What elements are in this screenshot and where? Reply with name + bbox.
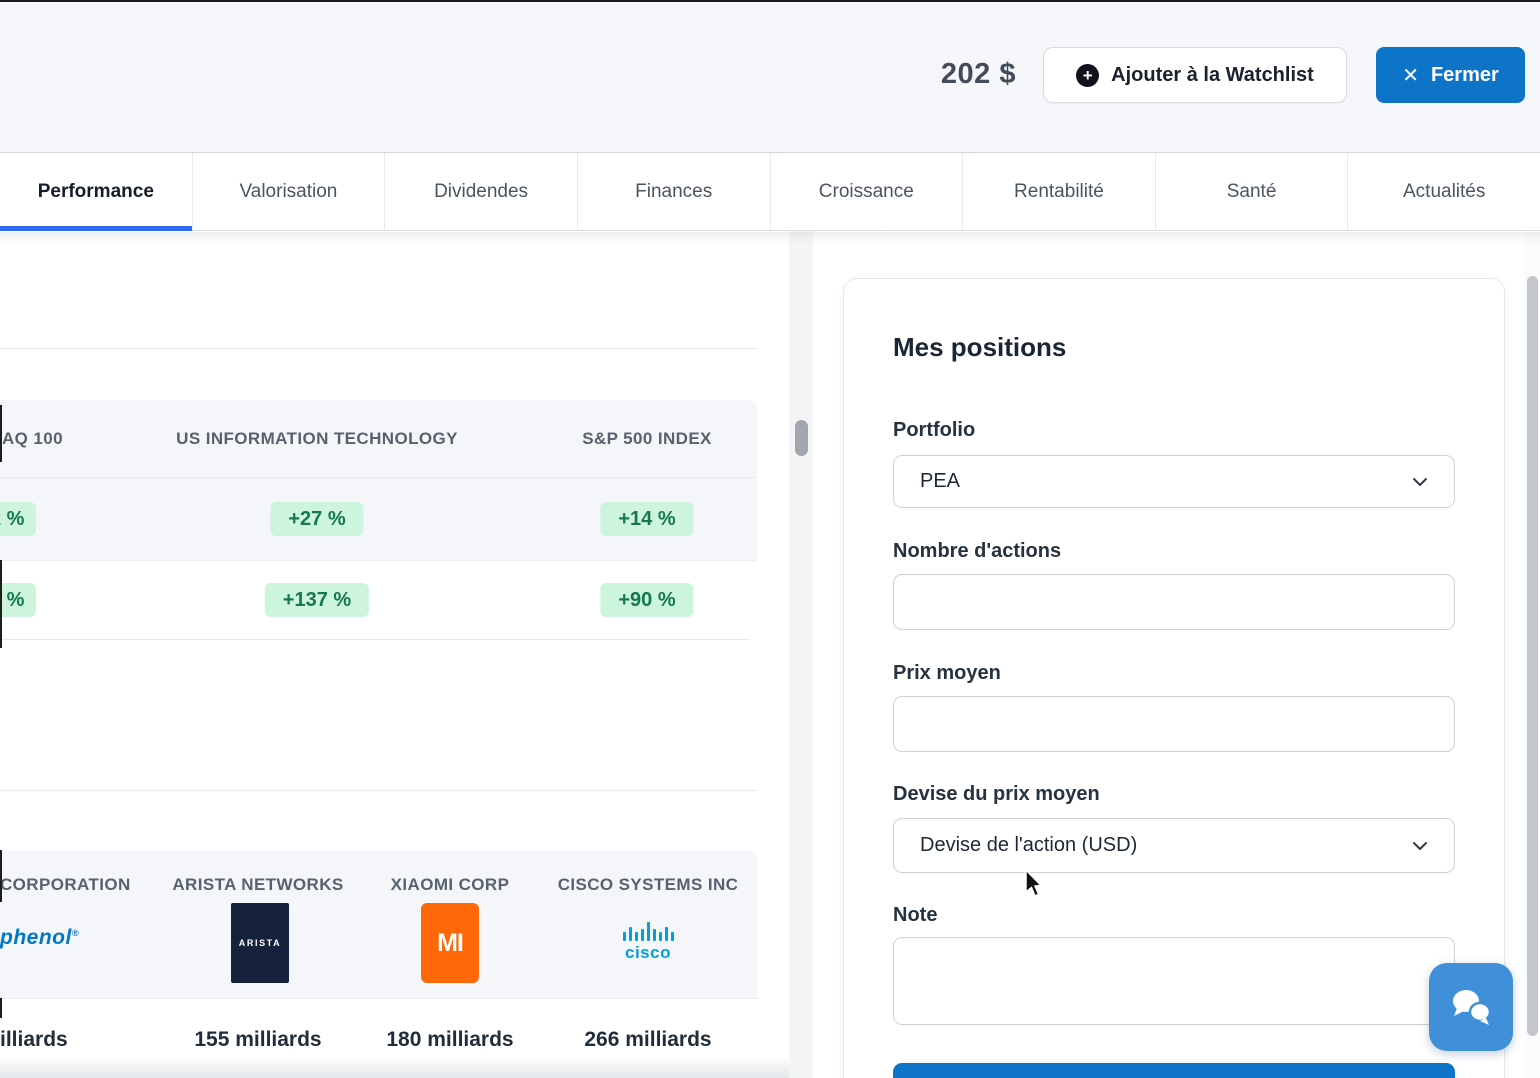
cisco-logo: cisco (613, 922, 683, 963)
market-cap: 266 milliards (584, 1028, 712, 1051)
modal-scrollbar-thumb[interactable] (1527, 276, 1538, 1036)
left-panel-scrollbar-track[interactable] (789, 231, 813, 1078)
portfolio-select[interactable]: PEA (893, 455, 1455, 508)
comparison-row-1: 2 % +27 % +14 % (0, 478, 757, 560)
column-header-us-it: US INFORMATION TECHNOLOGY (176, 428, 458, 448)
currency-label: Devise du prix moyen (893, 783, 1100, 805)
perf-badge: +137 % (264, 583, 370, 617)
market-cap: 155 milliards (194, 1028, 322, 1051)
bottom-fade (0, 1056, 789, 1078)
note-textarea[interactable] (893, 937, 1455, 1025)
perf-badge: +14 % (600, 502, 694, 536)
positions-title: Mes positions (893, 332, 1067, 362)
add-to-watchlist-button[interactable]: + Ajouter à la Watchlist (1043, 47, 1347, 103)
peer-companies-section (0, 850, 757, 999)
currency-selected-value: Devise de l'action (USD) (920, 834, 1138, 856)
perf-badge: 2 % (0, 502, 37, 536)
company-name: CISCO SYSTEMS INC (557, 875, 739, 894)
chat-bubbles-icon (1453, 990, 1492, 1025)
plus-circle-icon: + (1076, 63, 1100, 87)
company-name: XIAOMI CORP (390, 875, 510, 894)
note-label: Note (893, 904, 938, 926)
market-cap: 180 milliards (386, 1028, 514, 1051)
close-button[interactable]: ✕ Fermer (1376, 47, 1525, 103)
clipped-edge (0, 850, 2, 902)
perf-badge: +27 % (270, 502, 364, 536)
clipped-edge (0, 560, 2, 648)
perf-badge: +90 % (600, 583, 694, 617)
section-divider (0, 348, 758, 349)
perf-badge: 1 % (0, 583, 37, 617)
watchlist-button-label: Ajouter à la Watchlist (1111, 63, 1314, 86)
tab-finances[interactable]: Finances (578, 153, 771, 230)
company-name: ARISTA NETWORKS (172, 875, 344, 894)
amphenol-logo: phenol® (0, 926, 79, 949)
stock-price: 202 $ (940, 58, 1016, 90)
section-divider (0, 790, 758, 791)
column-header-sp500: S&P 500 INDEX (582, 428, 712, 448)
tab-rentabilite[interactable]: Rentabilité (963, 153, 1156, 230)
xiaomi-logo: MI (421, 903, 479, 983)
company-name: CORPORATION (0, 875, 131, 894)
portfolio-selected-value: PEA (920, 470, 961, 492)
column-header-nasdaq100: AQ 100 (2, 428, 63, 448)
tab-dividendes[interactable]: Dividendes (385, 153, 578, 230)
portfolio-label: Portfolio (893, 419, 976, 441)
arista-logo: ARISTA (231, 903, 289, 983)
currency-select[interactable]: Devise de l'action (USD) (893, 818, 1455, 873)
tab-valorisation[interactable]: Valorisation (193, 153, 386, 230)
tab-croissance[interactable]: Croissance (771, 153, 964, 230)
chat-widget-button[interactable] (1429, 963, 1513, 1051)
shares-label: Nombre d'actions (893, 540, 1062, 562)
cisco-bridge-icon (622, 922, 674, 941)
clipped-edge (0, 405, 2, 462)
shares-input[interactable] (893, 574, 1455, 630)
close-button-label: Fermer (1430, 63, 1499, 86)
left-panel-scrollbar-thumb[interactable] (795, 420, 808, 456)
market-cap: illiards (0, 1028, 68, 1051)
save-position-button[interactable] (893, 1063, 1455, 1078)
avg-price-input[interactable] (893, 696, 1455, 752)
tab-actualites[interactable]: Actualités (1403, 180, 1486, 202)
top-bar: 202 $ + Ajouter à la Watchlist ✕ Fermer (0, 0, 1540, 152)
close-icon: ✕ (1402, 64, 1419, 87)
tab-bar: Performance Valorisation Dividendes Fina… (0, 152, 1540, 244)
comparison-header-row: AQ 100 US INFORMATION TECHNOLOGY S&P 500… (0, 400, 757, 478)
comparison-row-2: 1 % +137 % +90 % (0, 560, 757, 640)
chevron-down-icon (1413, 841, 1427, 850)
index-comparison-table: AQ 100 US INFORMATION TECHNOLOGY S&P 500… (0, 400, 757, 640)
chevron-down-icon (1413, 477, 1427, 486)
tab-performance[interactable]: Performance (0, 153, 193, 231)
clipped-edge (0, 998, 2, 1018)
tab-sante[interactable]: Santé (1156, 153, 1349, 230)
avg-price-label: Prix moyen (893, 662, 1001, 684)
